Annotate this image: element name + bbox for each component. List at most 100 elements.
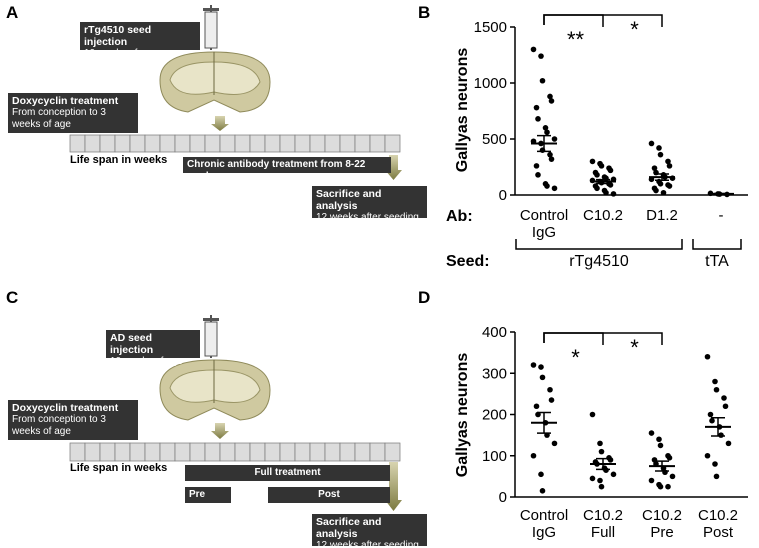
data-point [551, 440, 558, 447]
timeline-cell [159, 442, 176, 462]
timeline-cell [369, 442, 386, 462]
box-title: Sacrifice and analysis [316, 516, 382, 540]
box-title: Sacrifice and analysis [316, 188, 382, 212]
data-point [535, 116, 541, 122]
y-tick-label: 300 [482, 365, 507, 382]
x-tick-label: D1.2 [646, 207, 678, 224]
data-point [666, 163, 673, 169]
schematic-c-art [159, 315, 402, 511]
seed-label: tTA [705, 253, 729, 270]
y-tick-label: 0 [499, 187, 507, 204]
box-subtitle: From conception to 3 weeks of age [12, 107, 106, 130]
data-point [656, 145, 662, 151]
timeline-cell [369, 134, 386, 153]
y-tick-label: 1500 [474, 19, 507, 36]
data-point [707, 411, 714, 418]
data-point [530, 46, 537, 53]
error-bar [537, 134, 551, 153]
treatment-box: Chronic antibody treatment from 8-22 wee… [183, 157, 391, 182]
timeline-cell [99, 134, 116, 153]
significance-bracket [543, 14, 663, 27]
data-point [660, 189, 667, 196]
timeline-cell [339, 442, 356, 462]
data-point [713, 473, 720, 480]
data-point [539, 488, 546, 494]
data-point [539, 77, 546, 84]
data-point [725, 440, 732, 447]
seed-bracket [515, 239, 683, 250]
post-box: Post [268, 487, 390, 503]
y-axis-label: Gallyas neurons [454, 353, 471, 478]
data-point [722, 403, 729, 410]
timeline-cell [234, 442, 251, 462]
significance-label: * [630, 17, 639, 42]
panel-label: C [6, 288, 19, 307]
data-point [704, 353, 711, 360]
data-point [589, 158, 596, 165]
box-title: Doxycyclin treatment [12, 402, 119, 414]
y-tick-label: 100 [482, 448, 507, 465]
box-subtitle: From conception to 3 weeks of age [12, 414, 106, 437]
full-treatment-box: Full treatment [185, 465, 390, 481]
timeline-cell [339, 134, 356, 153]
box-subtitle: 12 weeks after seeding [316, 212, 419, 223]
data-point [651, 165, 658, 171]
data-point [538, 53, 544, 59]
data-point [594, 185, 600, 192]
y-tick-label: 200 [482, 407, 507, 424]
data-point [666, 455, 673, 461]
injection-box: rTg4510 seed injection 10 weeks of age [80, 22, 200, 59]
data-point [665, 158, 671, 165]
timeline-cell [129, 134, 146, 153]
data-point [653, 187, 659, 194]
x-tick-label: C10.2 Pre [641, 507, 683, 541]
data-point [544, 129, 550, 136]
data-point [594, 172, 600, 178]
error-bar [596, 178, 610, 185]
box-title: rTg4510 seed injection [84, 24, 152, 48]
data-point [657, 151, 664, 158]
timeline-cell [264, 442, 281, 462]
significance-bracket [543, 332, 604, 345]
timeline-cell [249, 442, 266, 462]
x-tick-label: C10.2 [582, 207, 624, 224]
box-subtitle: 10 weeks of age [84, 48, 157, 59]
data-point [589, 475, 596, 482]
data-point [548, 98, 555, 104]
seed-label: rTg4510 [569, 253, 629, 270]
data-point [547, 386, 553, 393]
error-bar [596, 457, 610, 471]
data-point [547, 93, 553, 100]
data-point [551, 136, 558, 142]
timeline-cell [309, 442, 326, 462]
data-point [533, 104, 540, 111]
timeline-cell [144, 134, 161, 153]
sacrifice-box: Sacrifice and analysis 12 weeks after see… [312, 186, 427, 223]
box-subtitle: 10 weeks of age [110, 356, 183, 367]
y-tick-label: 1000 [474, 75, 507, 92]
data-point [538, 471, 544, 478]
timeline-cell [69, 442, 86, 462]
timeline-cell [294, 442, 311, 462]
doxycyclin-box: Doxycyclin treatment From conception to 3… [8, 400, 138, 440]
box-title: Doxycyclin treatment [12, 95, 119, 107]
timeline-cell [189, 442, 206, 462]
timeline-cell [174, 442, 191, 462]
data-point [657, 442, 664, 449]
x-tick-label: - [718, 207, 724, 224]
data-point [712, 461, 718, 467]
data-point [544, 183, 550, 189]
timeline-cell [279, 442, 296, 462]
data-point [598, 163, 605, 169]
timeline-cell [159, 134, 176, 153]
panel-label: A [6, 3, 19, 22]
row-label: Seed: [446, 253, 490, 270]
panel-label: B [418, 3, 431, 22]
timeline-cell [264, 134, 281, 153]
data-point [589, 411, 596, 418]
data-point [597, 440, 603, 447]
data-point [607, 167, 614, 174]
seed-bracket [692, 239, 742, 250]
